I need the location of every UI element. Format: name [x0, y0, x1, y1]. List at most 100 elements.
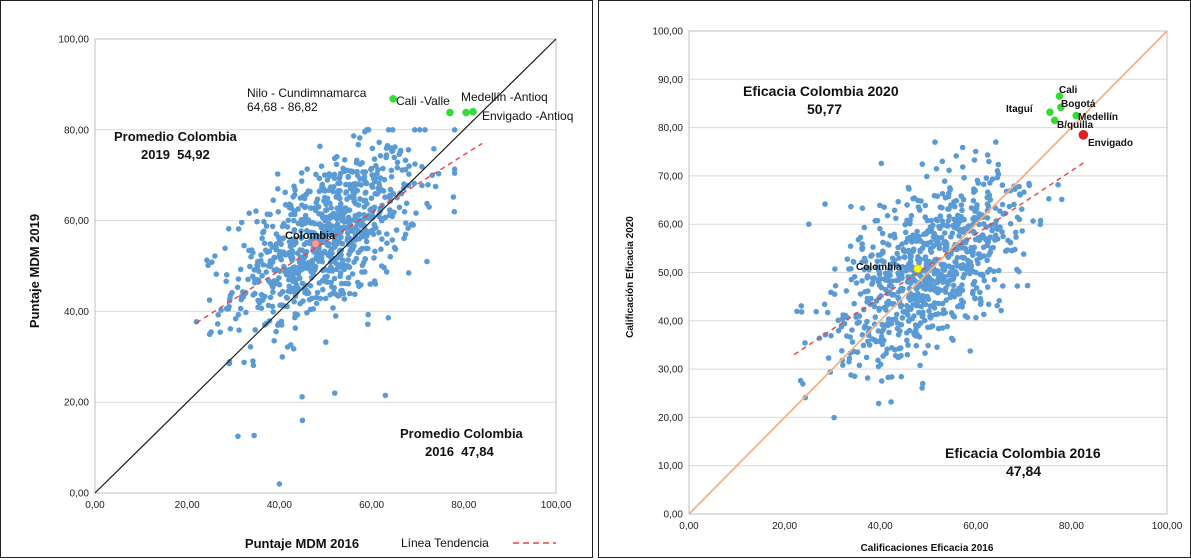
left-highlighted-points [311, 95, 477, 248]
label-envigado: Envigado [1088, 138, 1133, 149]
l-point [379, 236, 385, 242]
r-point [915, 204, 922, 210]
r-point [870, 244, 876, 250]
r-y-tick-1: 10,00 [658, 461, 683, 472]
l-point [209, 259, 215, 266]
l-point [193, 319, 200, 325]
l-point [319, 258, 326, 265]
l-point [376, 229, 382, 236]
r-point [864, 375, 871, 381]
l-x-tick-5: 100,00 [541, 500, 572, 511]
left-chart-panel: 0,00 20,00 40,00 60,00 80,00 100,00 0,00 20,00… [0, 0, 593, 558]
r-point [956, 233, 962, 239]
r-point [978, 298, 984, 305]
r-point [915, 237, 921, 244]
r-point [986, 158, 992, 165]
l-point [451, 166, 458, 172]
r-point [1024, 282, 1031, 289]
r-point [868, 253, 874, 259]
r-point [967, 348, 973, 354]
r-point [953, 153, 959, 159]
l-point [286, 201, 293, 207]
r-point [861, 255, 868, 262]
r-x-tick-5: 100,00 [1152, 521, 1183, 532]
r-point [847, 334, 853, 340]
r-point [831, 291, 838, 298]
r-point [990, 244, 996, 251]
left-x-tick-labels: 0,00 20,00 40,00 60,00 80,00 100,00 [85, 500, 571, 511]
r-point [963, 237, 970, 243]
r-point [999, 201, 1006, 208]
r-point [850, 258, 857, 265]
r-point [798, 309, 805, 315]
l-point [346, 207, 353, 213]
r-point [948, 264, 955, 271]
l-point [371, 255, 377, 261]
r-point [1016, 191, 1023, 197]
r-point [919, 380, 926, 387]
r-point [872, 314, 879, 320]
l-point [360, 169, 366, 175]
r-plot-frame [688, 30, 1168, 515]
r-point [876, 307, 882, 313]
l-point [363, 245, 369, 252]
r-point [880, 239, 886, 246]
r-point [977, 289, 983, 296]
r-point [900, 248, 907, 254]
label-eficacia-2020-line1: Eficacia Colombia 2020 [743, 83, 899, 99]
l-point [308, 229, 315, 236]
r-point [806, 221, 812, 227]
l-point [394, 164, 401, 171]
l-point [290, 265, 296, 271]
l-point [229, 289, 235, 296]
r-point [921, 231, 927, 238]
r-point [985, 203, 992, 209]
r-point [922, 301, 929, 308]
r-point [925, 278, 931, 284]
l-point [236, 327, 242, 334]
l-point [335, 293, 341, 299]
l-point [299, 222, 305, 228]
r-point [904, 337, 910, 344]
l-highlight-point-2 [462, 108, 470, 117]
r-point [1011, 201, 1017, 208]
r-point [859, 205, 866, 211]
r-point [923, 261, 930, 268]
l-point [375, 166, 381, 173]
label-promedio-2019-line1: Promedio Colombia [114, 129, 238, 144]
r-point [976, 211, 982, 217]
label-bogota: Bogotá [1061, 99, 1096, 110]
r-point [974, 202, 980, 208]
l-point [343, 190, 349, 196]
r-x-tick-2: 40,00 [868, 521, 893, 532]
r-point [899, 275, 905, 281]
r-point [843, 288, 850, 294]
r-point [907, 217, 913, 223]
l-point [362, 255, 368, 262]
l-point [402, 166, 409, 173]
right-x-tick-labels: 0,00 20,00 40,00 60,00 80,00 100,00 [679, 521, 1182, 532]
l-point [279, 235, 286, 242]
label-promedio-2016-line2: 2016 47,84 [425, 444, 494, 459]
l-point [213, 271, 220, 278]
l-point [331, 285, 338, 291]
r-y-tick-2: 20,00 [658, 413, 683, 424]
l-y-tick-2: 40,00 [64, 307, 89, 318]
r-point [972, 236, 979, 243]
r-point [902, 221, 908, 228]
l-point [338, 288, 344, 294]
r-point [977, 254, 984, 261]
l-point [364, 232, 370, 239]
l-point [322, 295, 329, 302]
label-cali-valle: Cali -Valle [396, 94, 450, 108]
r-point [957, 226, 964, 233]
l-point [354, 157, 360, 164]
r-point [940, 273, 947, 280]
l-point [351, 194, 357, 201]
l-point [252, 290, 258, 297]
l-point [364, 201, 370, 207]
l-point [327, 200, 333, 206]
r-point [846, 266, 852, 272]
l-point [416, 127, 423, 133]
l-point [318, 225, 325, 231]
